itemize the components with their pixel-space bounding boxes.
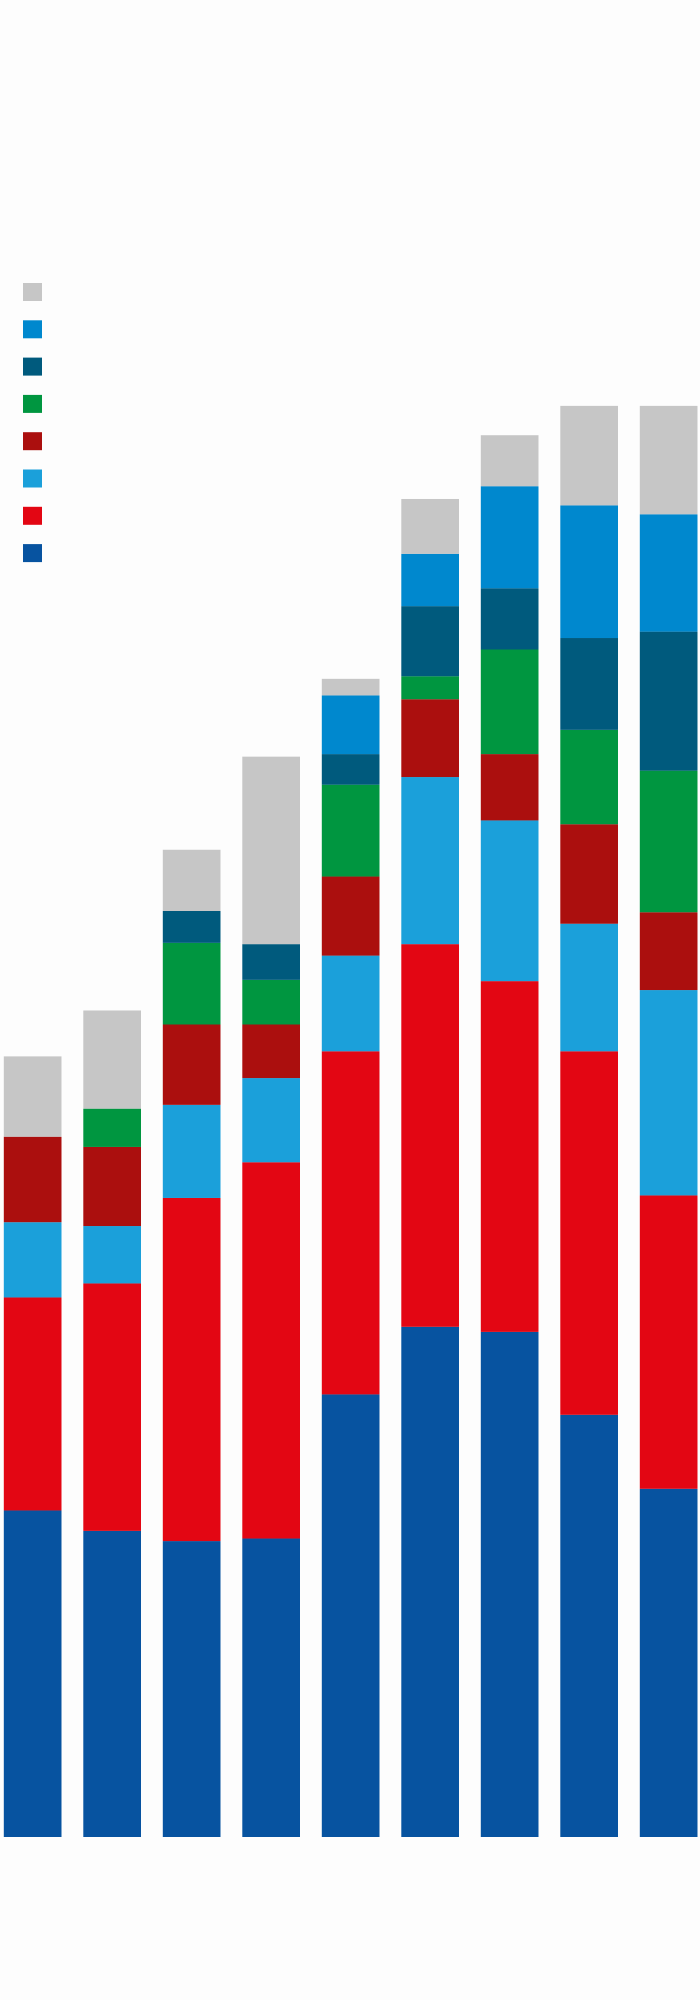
bar-segment [560, 923, 618, 1052]
bar-segment [242, 944, 300, 980]
bar-segment [162, 849, 221, 911]
bar-segment [480, 981, 539, 1332]
bar-segment [162, 910, 221, 943]
bar-segment [639, 631, 698, 771]
bar-segment [83, 1146, 141, 1227]
bar-segment [639, 514, 698, 632]
bar-segment [639, 405, 698, 515]
bar-segment [560, 1414, 618, 1837]
legend-swatch [23, 357, 42, 376]
bar-segment [639, 770, 698, 913]
bar-segment [242, 1024, 300, 1079]
bar-segment [83, 1530, 141, 1837]
bar-segment [639, 990, 698, 1196]
bar-segment [480, 486, 539, 589]
bar-segment [321, 876, 380, 956]
bar-segment [242, 1162, 300, 1539]
bar-segment [401, 498, 459, 554]
legend-swatch [23, 394, 42, 413]
bar-segment [401, 1326, 459, 1837]
bar-segment [321, 678, 380, 696]
bar-segment [242, 1538, 300, 1837]
bar-segment [162, 1541, 221, 1837]
bar-segment [401, 944, 459, 1327]
legend-swatch [23, 506, 42, 525]
legend-swatch [23, 469, 42, 488]
bar-segment [321, 955, 380, 1052]
bar-segment [560, 405, 618, 506]
bar-segment [3, 1222, 62, 1298]
bar-segment [321, 695, 380, 755]
bar-segment [162, 942, 221, 1025]
bar-segment [480, 754, 539, 821]
bar-segment [3, 1510, 62, 1837]
bar-segment [83, 1226, 141, 1284]
legend-swatch [23, 544, 42, 563]
bar-segment [560, 824, 618, 924]
bar-segment [401, 777, 459, 945]
bar-segment [162, 1024, 221, 1105]
bar-segment [321, 1051, 380, 1395]
bar-segment [401, 606, 459, 677]
bar-segment [83, 1010, 141, 1109]
bar-segment [242, 1078, 300, 1163]
bar-segment [480, 1331, 539, 1837]
bar-segment [560, 638, 618, 730]
bar-segment [162, 1197, 221, 1542]
bar-segment [83, 1283, 141, 1531]
legend-swatch [23, 283, 42, 301]
bar-segment [401, 676, 459, 700]
bar-segment [162, 1104, 221, 1198]
legend-swatch [23, 432, 42, 451]
bar-segment [480, 820, 539, 982]
bar-segment [321, 1394, 380, 1837]
bar-segment [560, 505, 618, 639]
bar-segment [3, 1056, 62, 1137]
bar-segment [3, 1297, 62, 1511]
bar-segment [560, 1051, 618, 1415]
bar-segment [639, 1195, 698, 1489]
bar-segment [401, 699, 459, 778]
bar-segment [639, 912, 698, 991]
bar-segment [480, 588, 539, 650]
bar-segment [321, 784, 380, 877]
bar-segment [321, 754, 380, 785]
bar-segment [3, 1136, 62, 1223]
bar-segment [401, 553, 459, 607]
legend-swatch [23, 320, 42, 339]
bar-segment [242, 756, 300, 945]
bar-segment [560, 729, 618, 825]
bar-segment [83, 1108, 141, 1147]
bar-segment [480, 435, 539, 487]
bar-segment [242, 979, 300, 1025]
bar-segment [480, 649, 539, 755]
bar-segment [639, 1488, 698, 1837]
